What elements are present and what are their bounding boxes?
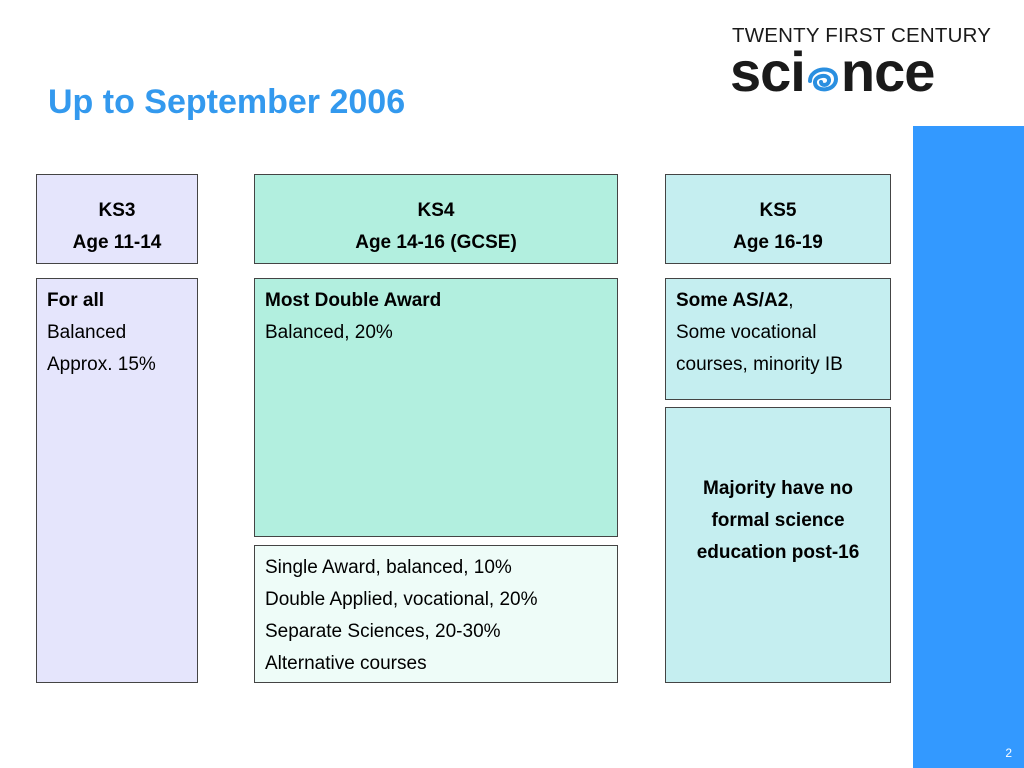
- ks3-body-line: Approx. 15%: [47, 354, 156, 375]
- ks4-alternatives-box: Single Award, balanced, 10% Double Appli…: [254, 545, 618, 683]
- ks5-body-bold: Some AS/A2: [676, 290, 789, 311]
- ks4-body-bold: Most Double Award: [265, 290, 442, 311]
- ks5-body-bold-suffix: ,: [788, 290, 794, 311]
- ks4-title: KS4: [417, 200, 455, 221]
- logo-main-left: sci: [730, 40, 806, 103]
- ks5-note-text: Majority have no formal science educatio…: [697, 473, 860, 569]
- ks5-title: KS5: [759, 200, 797, 221]
- ks5-body-box: Some AS/A2, Some vocational courses, min…: [665, 278, 891, 400]
- ks3-header-box: KS3 Age 11-14: [36, 174, 198, 264]
- ks4-alt-item: Alternative courses: [265, 653, 427, 674]
- ks5-note-line: education post-16: [696, 542, 860, 563]
- ks5-body-line: courses, minority IB: [676, 354, 843, 375]
- ks4-alt-item: Single Award, balanced, 10%: [265, 557, 512, 578]
- ks5-body-line: Some vocational: [676, 322, 817, 343]
- ks4-body-line: Balanced, 20%: [265, 322, 393, 343]
- ks4-alt-item: Separate Sciences, 20-30%: [265, 621, 501, 642]
- ks5-note-box: Majority have no formal science educatio…: [665, 407, 891, 683]
- ks5-body-first-line: Some AS/A2,: [676, 285, 880, 317]
- ks5-note-line: Majority have no: [703, 478, 853, 499]
- ks5-note-line: formal science: [711, 510, 845, 531]
- logo-main-right: nce: [840, 40, 935, 103]
- ks4-age: Age 14-16 (GCSE): [355, 232, 517, 253]
- page-number: 2: [1005, 746, 1012, 760]
- logo-main-text: sci nce: [730, 44, 935, 100]
- ks3-body-bold: For all: [47, 290, 105, 311]
- ks4-header-box: KS4 Age 14-16 (GCSE): [254, 174, 618, 264]
- ks4-alt-item: Double Applied, vocational, 20%: [265, 589, 538, 610]
- slide-title: Up to September 2006: [48, 83, 406, 121]
- ks4-body-box: Most Double Award Balanced, 20%: [254, 278, 618, 537]
- ks3-body-box: For all Balanced Approx. 15%: [36, 278, 198, 683]
- ks3-body-line: Balanced: [47, 322, 127, 343]
- ks5-age: Age 16-19: [733, 232, 823, 253]
- ks5-header-box: KS5 Age 16-19: [665, 174, 891, 264]
- swirl-e-icon: [807, 67, 838, 92]
- ks3-title: KS3: [98, 200, 136, 221]
- twenty-first-century-science-logo: TWENTY FIRST CENTURY sci nce: [728, 24, 994, 100]
- ks3-age: Age 11-14: [72, 232, 162, 253]
- logo-top-text: TWENTY FIRST CENTURY: [732, 24, 992, 47]
- side-accent-bar: 2: [913, 126, 1024, 768]
